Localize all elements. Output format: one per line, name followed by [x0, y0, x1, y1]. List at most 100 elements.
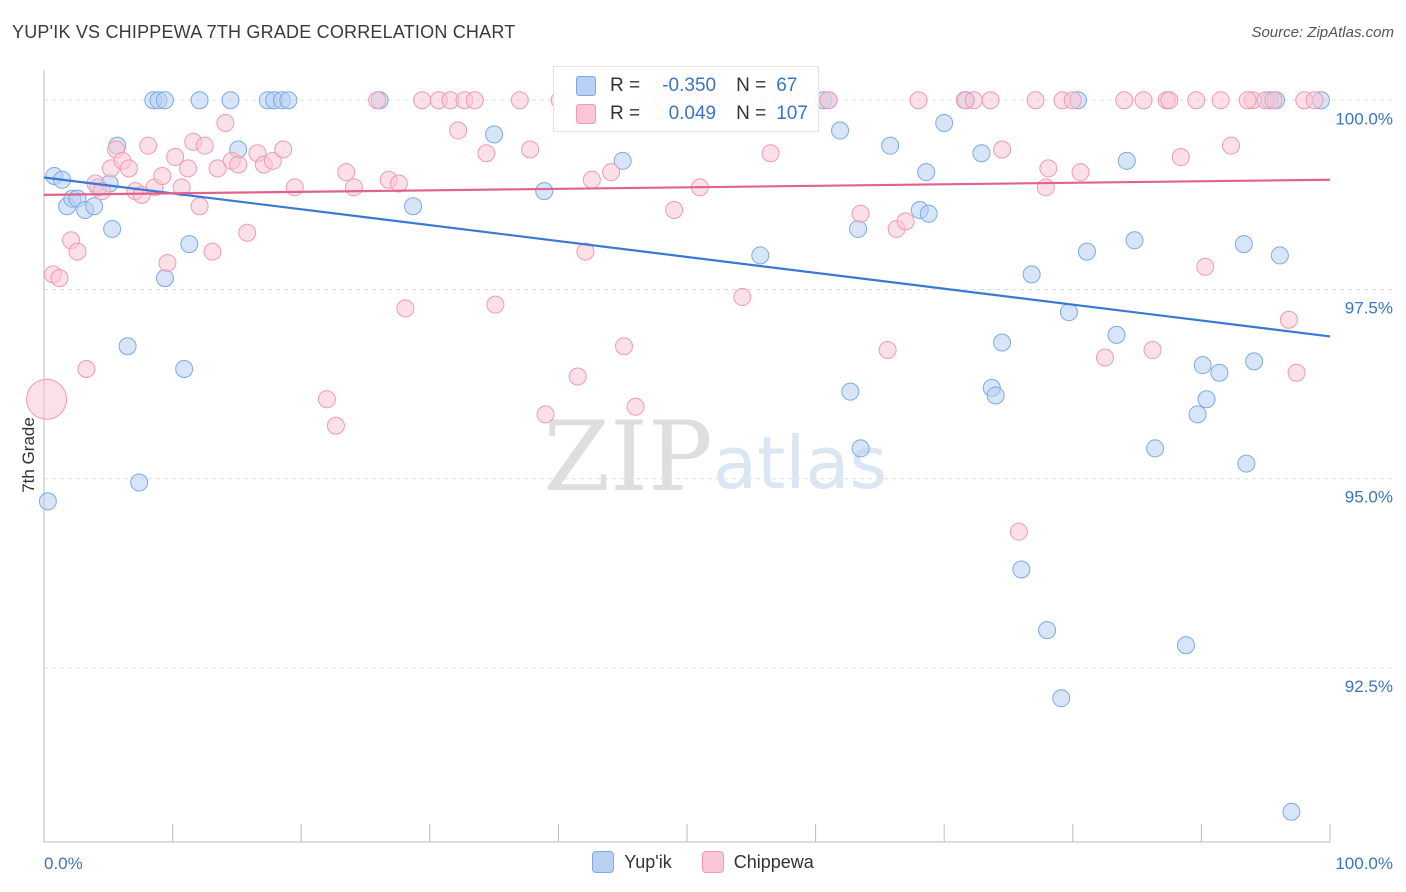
chippewa-n-value: 107 — [776, 103, 808, 124]
axes — [43, 70, 1331, 843]
yupik-point-30 — [535, 182, 554, 201]
chippewa-point-75 — [896, 212, 915, 231]
yupik-point-35 — [831, 121, 850, 140]
yupik-point-26 — [279, 91, 298, 110]
yupik-point-64 — [1197, 390, 1216, 409]
chippewa-point-34 — [285, 178, 304, 197]
legend-row-yupik: R = -0.350 N = 67 — [576, 72, 797, 100]
chippewa-point-43 — [413, 91, 432, 110]
chippewa-point-91 — [1143, 341, 1162, 360]
yupik-point-13 — [130, 473, 149, 492]
legend-item-chippewa[interactable]: Chippewa — [701, 851, 814, 873]
chippewa-point-20 — [179, 159, 198, 178]
yupik-point-29 — [485, 125, 504, 144]
chippewa-swatch — [576, 104, 596, 124]
yupik-point-20 — [190, 91, 209, 110]
yupik-point-16 — [155, 91, 174, 110]
chippewa-point-97 — [1221, 136, 1240, 155]
chippewa-point-72 — [851, 204, 870, 223]
yupik-point-57 — [1107, 325, 1126, 344]
yupik-points — [38, 91, 1330, 821]
yupik-point-49 — [993, 333, 1012, 352]
chippewa-point-2 — [50, 269, 69, 288]
yupik-point-40 — [881, 136, 900, 155]
yupik-point-18 — [175, 359, 194, 378]
chippewa-point-76 — [909, 91, 928, 110]
yupik-point-48 — [986, 386, 1005, 405]
yupik-point-58 — [1117, 151, 1136, 170]
chippewa-point-18 — [166, 148, 185, 167]
yupik-point-56 — [1077, 242, 1096, 261]
chippewa-point-86 — [1063, 91, 1082, 110]
chippewa-point-51 — [510, 91, 529, 110]
chippewa-point-94 — [1187, 91, 1206, 110]
chippewa-point-56 — [576, 242, 595, 261]
r-label: R = — [610, 103, 641, 124]
y-axis-label: 7th Grade — [19, 417, 38, 493]
n-label: N = — [736, 103, 767, 124]
chippewa-point-100 — [1264, 91, 1283, 110]
chippewa-legend-label: Chippewa — [733, 851, 814, 872]
yupik-point-67 — [1237, 454, 1256, 473]
yupik-legend-label: Yup'ik — [624, 851, 672, 872]
series-legend: Yup'ik Chippewa — [0, 851, 1406, 873]
chippewa-point-87 — [1071, 163, 1090, 182]
chippewa-point-80 — [993, 140, 1012, 159]
chippewa-point-17 — [158, 254, 177, 272]
chippewa-point-90 — [1134, 91, 1153, 110]
chippewa-point-57 — [582, 170, 601, 189]
chippewa-point-96 — [1211, 91, 1230, 110]
yupik-point-21 — [221, 91, 240, 110]
yupik-point-54 — [1059, 303, 1078, 322]
yupik-point-17 — [155, 269, 174, 288]
chippewa-trend-line — [43, 178, 1331, 196]
yupik-point-71 — [1270, 246, 1289, 265]
chippewa-point-78 — [964, 91, 983, 110]
chippewa-point-102 — [1287, 363, 1306, 382]
chippewa-point-4 — [68, 242, 87, 261]
chippewa-point-84 — [1039, 159, 1058, 178]
chart-title: YUP'IK VS CHIPPEWA 7TH GRADE CORRELATION… — [12, 22, 516, 42]
yupik-point-72 — [1282, 802, 1301, 821]
yupik-point-12 — [118, 337, 137, 356]
chippewa-r-value: 0.049 — [668, 103, 717, 124]
chippewa-point-35 — [317, 390, 336, 409]
n-label: N = — [736, 75, 767, 96]
yupik-point-39 — [849, 219, 868, 238]
yupik-point-38 — [851, 439, 870, 458]
chippewa-point-14 — [139, 136, 158, 155]
chippewa-point-25 — [208, 159, 227, 178]
chippewa-point-22 — [190, 197, 209, 216]
yupik-point-10 — [103, 219, 122, 238]
source-note: Source: ZipAtlas.com — [1251, 24, 1394, 41]
chippewa-point-49 — [477, 144, 496, 163]
chippewa-point-81 — [1009, 522, 1028, 541]
yupik-point-44 — [935, 113, 954, 132]
yupik-point-33 — [751, 246, 770, 265]
yupik-point-61 — [1176, 636, 1195, 655]
chippewa-point-24 — [203, 242, 222, 261]
chippewa-point-66 — [733, 288, 752, 307]
chippewa-point-5 — [77, 359, 96, 378]
legend-row-chippewa: R = 0.049 N = 107 — [576, 100, 808, 128]
chippewa-point-50 — [486, 295, 505, 314]
yupik-point-50 — [1012, 560, 1031, 579]
yupik-point-28 — [404, 197, 423, 216]
yupik-r-value: -0.350 — [662, 75, 717, 96]
legend-item-yupik[interactable]: Yup'ik — [592, 851, 672, 873]
yupik-point-43 — [919, 204, 938, 223]
chippewa-point-52 — [521, 140, 540, 159]
chippewa-point-104 — [1305, 91, 1324, 110]
yupik-point-52 — [1038, 621, 1057, 640]
watermark-zip: ZIP — [543, 401, 712, 513]
chippewa-point-106 — [1238, 91, 1257, 110]
chippewa-point-11 — [119, 159, 138, 178]
chippewa-point-95 — [1196, 257, 1215, 276]
chippewa-point-23 — [195, 136, 214, 155]
chippewa-point-42 — [396, 299, 415, 318]
chippewa-point-19 — [172, 178, 191, 197]
chippewa-point-53 — [536, 405, 555, 424]
chippewa-point-59 — [614, 337, 633, 356]
chippewa-point-39 — [368, 91, 387, 110]
chippewa-point-71 — [819, 91, 838, 110]
